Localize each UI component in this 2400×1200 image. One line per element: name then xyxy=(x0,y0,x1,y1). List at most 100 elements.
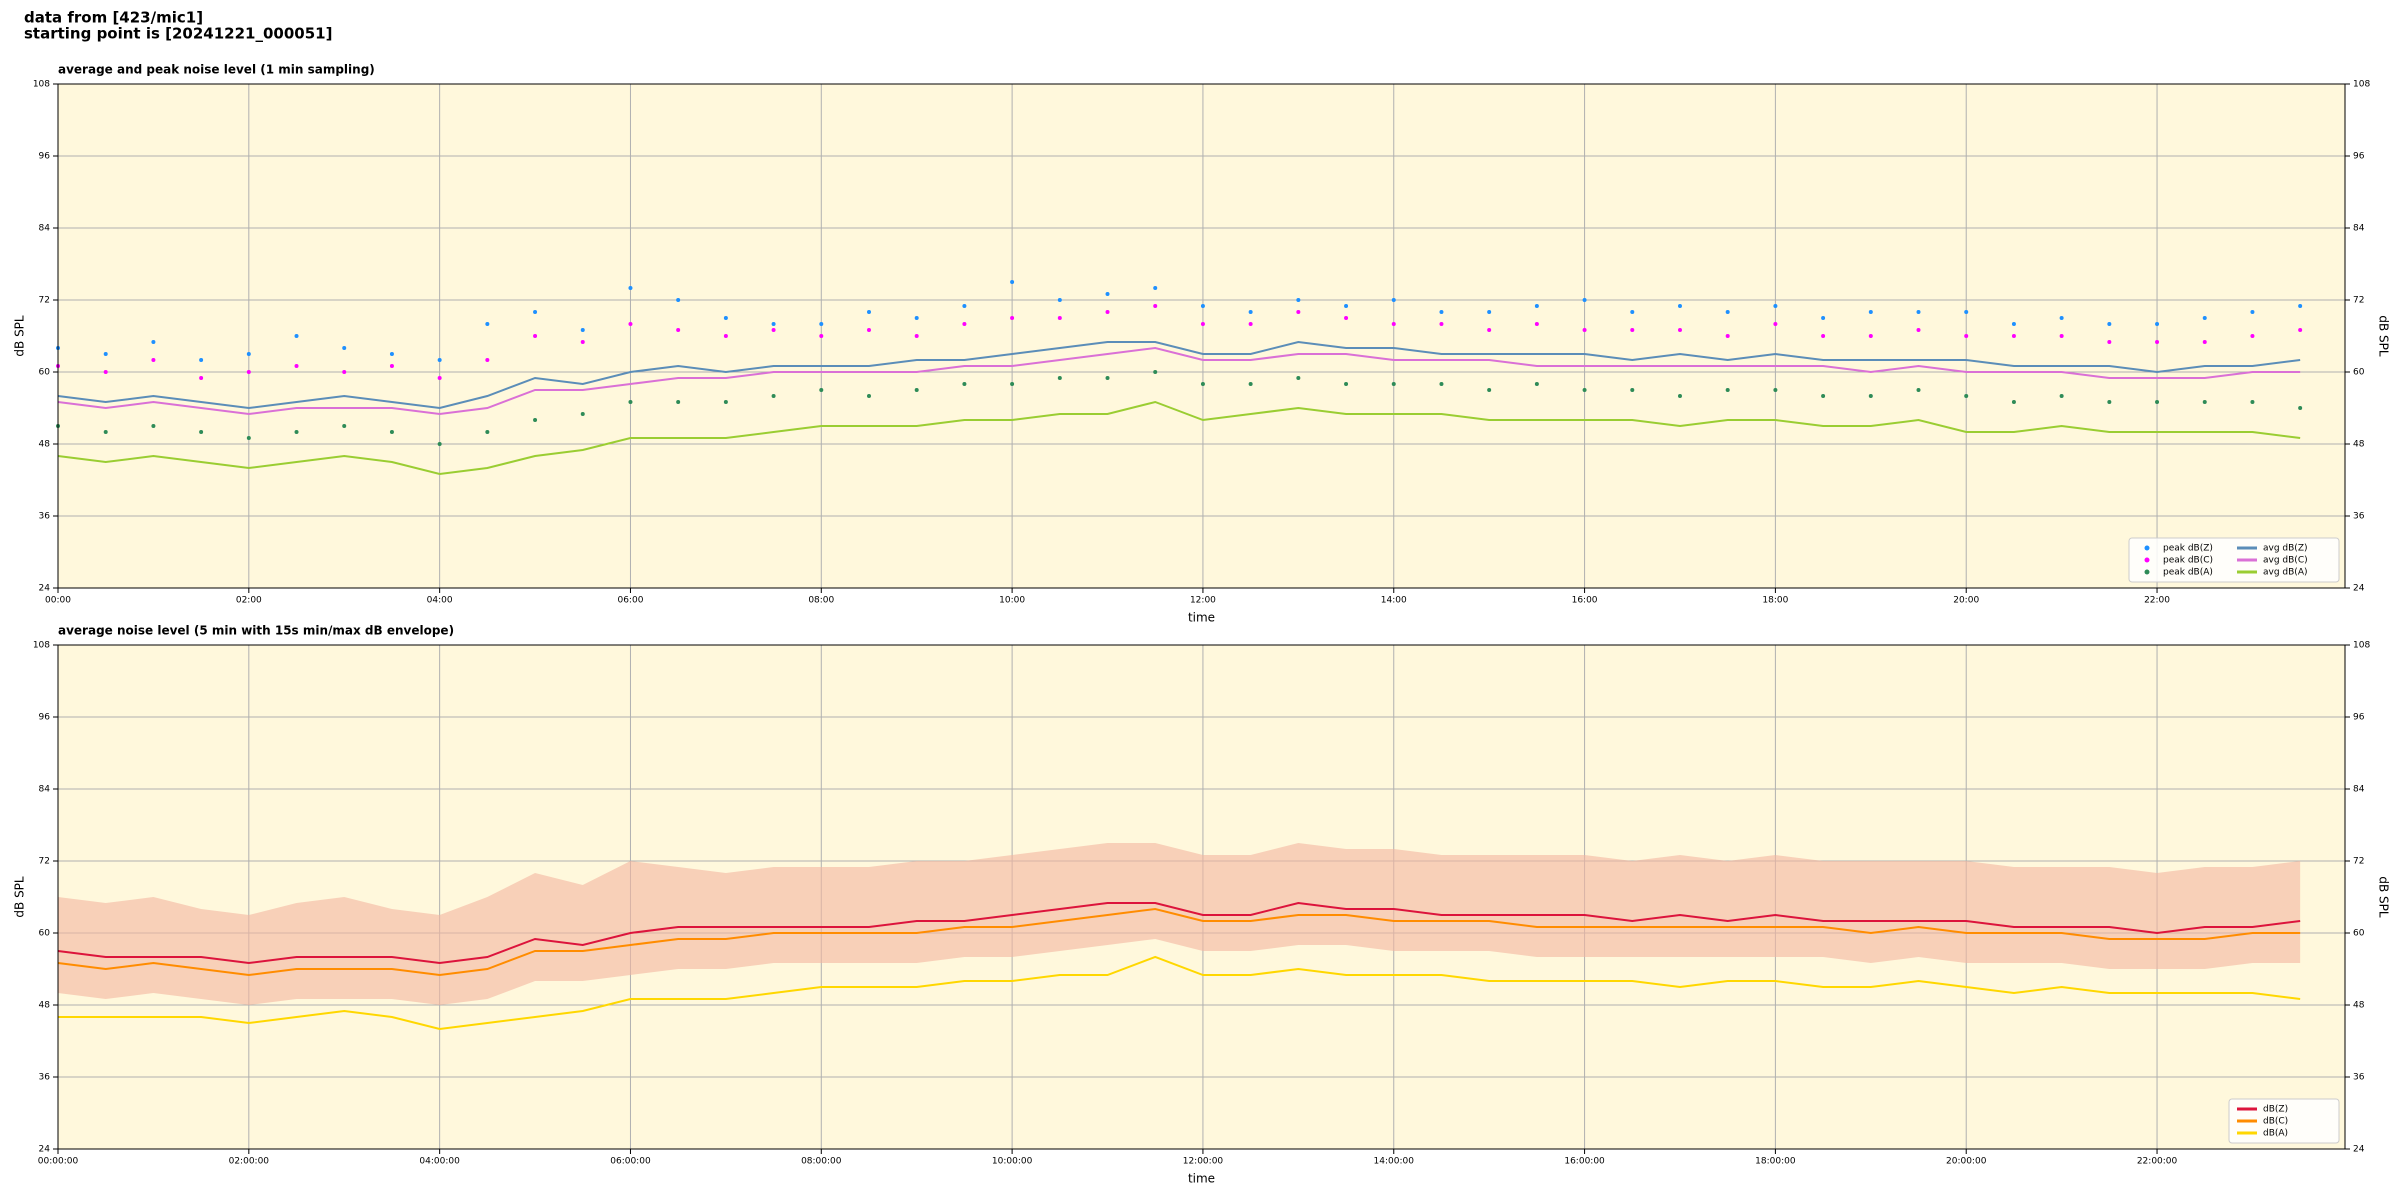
peak-point xyxy=(1534,304,1539,308)
peak-point xyxy=(2202,316,2207,320)
peak-point xyxy=(723,316,728,320)
y-axis-label: dB SPL xyxy=(2377,876,2391,918)
peak-point xyxy=(485,430,490,434)
y-tick-label: 60 xyxy=(2353,368,2365,378)
peak-point xyxy=(199,430,204,434)
x-tick-label: 06:00 xyxy=(617,596,643,606)
peak-point xyxy=(2011,400,2016,404)
peak-point xyxy=(389,352,394,356)
peak-point xyxy=(1200,382,1205,386)
peak-point xyxy=(771,394,776,398)
peak-point xyxy=(914,388,919,392)
peak-point xyxy=(151,424,156,428)
peak-point xyxy=(2250,334,2255,338)
y-tick-label: 72 xyxy=(39,296,50,306)
peak-point xyxy=(199,358,204,362)
peak-point xyxy=(1105,310,1110,314)
y-axis-label: dB SPL xyxy=(2377,315,2391,357)
y-tick-label: 96 xyxy=(39,152,51,162)
peak-point xyxy=(1725,334,1730,338)
peak-point xyxy=(723,334,728,338)
peak-point xyxy=(2250,310,2255,314)
peak-point xyxy=(1391,322,1396,326)
y-tick-label: 96 xyxy=(39,713,51,723)
series-line xyxy=(57,400,2301,476)
x-tick-label: 22:00 xyxy=(2144,596,2170,606)
peak-point xyxy=(199,376,204,380)
peak-point xyxy=(2250,400,2255,404)
peak-point xyxy=(1773,388,1778,392)
legend-label: dB(C) xyxy=(2263,1117,2288,1127)
peak-point xyxy=(437,376,442,380)
peak-point xyxy=(2011,322,2016,326)
y-tick-label: 84 xyxy=(2353,224,2365,234)
x-tick-label: 06:00:00 xyxy=(610,1157,651,1167)
legend-box xyxy=(2128,537,2340,583)
peak-point xyxy=(437,442,442,446)
peak-point xyxy=(1821,316,1826,320)
peak-point xyxy=(1773,322,1778,326)
x-tick-label: 20:00:00 xyxy=(1946,1157,1987,1167)
peak-point xyxy=(580,412,585,416)
x-tick-label: 04:00:00 xyxy=(419,1157,460,1167)
peak-point xyxy=(1296,310,1301,314)
x-tick-label: 20:00 xyxy=(1953,596,1979,606)
peak-point xyxy=(2107,340,2112,344)
peak-point xyxy=(2107,400,2112,404)
peak-point xyxy=(294,430,299,434)
y-tick-label: 72 xyxy=(2353,857,2364,867)
y-tick-label: 72 xyxy=(39,857,50,867)
legend-marker xyxy=(2144,569,2150,575)
peak-point xyxy=(771,328,776,332)
legend-marker xyxy=(2144,557,2150,563)
peak-point xyxy=(342,370,347,374)
peak-point xyxy=(1964,394,1969,398)
x-tick-label: 16:00 xyxy=(1572,596,1598,606)
peak-point xyxy=(2298,328,2303,332)
peak-point xyxy=(1677,394,1682,398)
peak-point xyxy=(1391,298,1396,302)
x-tick-label: 00:00 xyxy=(45,596,71,606)
peak-point xyxy=(866,310,871,314)
x-tick-label: 18:00:00 xyxy=(1755,1157,1796,1167)
peak-point xyxy=(962,382,967,386)
peak-point xyxy=(1010,280,1015,284)
peak-point xyxy=(2059,394,2064,398)
legend-label: dB(A) xyxy=(2263,1129,2288,1139)
y-tick-label: 96 xyxy=(2353,152,2365,162)
peak-point xyxy=(533,310,538,314)
peak-point xyxy=(2059,316,2064,320)
peak-point xyxy=(1248,310,1253,314)
peak-point xyxy=(1630,310,1635,314)
peak-point xyxy=(1725,310,1730,314)
peak-point xyxy=(437,358,442,362)
legend-label: peak dB(C) xyxy=(2163,556,2213,566)
peak-point xyxy=(1439,310,1444,314)
peak-point xyxy=(103,370,108,374)
peak-point xyxy=(1630,328,1635,332)
y-tick-label: 48 xyxy=(39,1001,51,1011)
peak-point xyxy=(962,322,967,326)
peak-point xyxy=(1964,334,1969,338)
peak-point xyxy=(1916,310,1921,314)
peak-point xyxy=(1487,388,1492,392)
peak-point xyxy=(1057,376,1062,380)
peak-point xyxy=(1010,382,1015,386)
peak-point xyxy=(628,322,633,326)
peak-point xyxy=(1534,322,1539,326)
peak-point xyxy=(1868,334,1873,338)
x-tick-label: 02:00 xyxy=(236,596,262,606)
peak-point xyxy=(1296,298,1301,302)
peak-point xyxy=(2298,406,2303,410)
y-tick-label: 108 xyxy=(2353,641,2370,651)
peak-point xyxy=(2202,340,2207,344)
y-tick-label: 24 xyxy=(39,584,51,594)
y-tick-label: 60 xyxy=(39,929,51,939)
y-tick-label: 60 xyxy=(2353,929,2365,939)
peak-point xyxy=(2155,400,2160,404)
y-tick-label: 72 xyxy=(2353,296,2364,306)
legend-label: peak dB(A) xyxy=(2163,568,2213,578)
peak-point xyxy=(1582,328,1587,332)
